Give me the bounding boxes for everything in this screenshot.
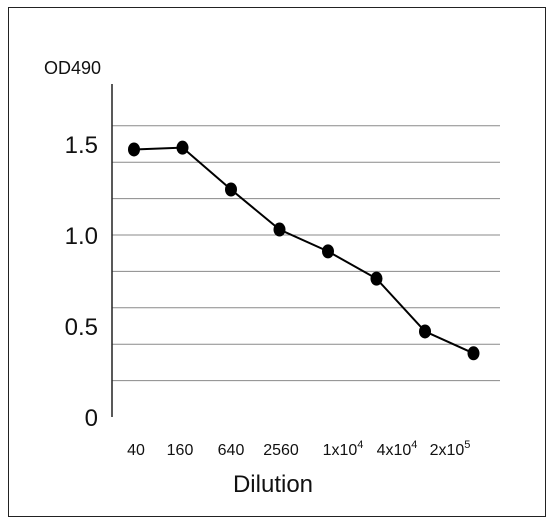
data-point [467,346,480,361]
x-tick-label: 640 [218,442,245,459]
y-tick-label: 0 [85,405,98,432]
gridlines [112,125,500,382]
data-point [273,222,286,237]
data-point [176,140,189,155]
chart-frame [8,7,546,517]
x-tick-label: 40 [127,442,145,459]
x-axis-label: Dilution [233,471,313,498]
x-tick-label: 2560 [263,442,299,459]
y-tick-label: 0.5 [65,314,98,341]
y-tick-labels: 0 0.5 1.0 1.5 [65,132,98,432]
y-tick-label: 1.0 [65,223,98,250]
x-tick-label: 1x104 [323,439,364,459]
x-tick-label: 160 [167,442,194,459]
x-tick-label: 4x104 [377,439,418,459]
data-point [322,244,334,259]
x-tick-label: 2x105 [430,439,471,459]
y-axis-label: OD490 [44,58,101,78]
y-tick-label: 1.5 [65,132,98,159]
data-point [370,271,383,286]
x-tick-labels: 40 160 640 2560 1x104 4x104 2x105 [127,439,470,459]
data-points [128,140,480,361]
data-point [419,324,431,339]
series-line [133,146,474,355]
data-point [225,182,237,197]
data-point [128,142,140,157]
